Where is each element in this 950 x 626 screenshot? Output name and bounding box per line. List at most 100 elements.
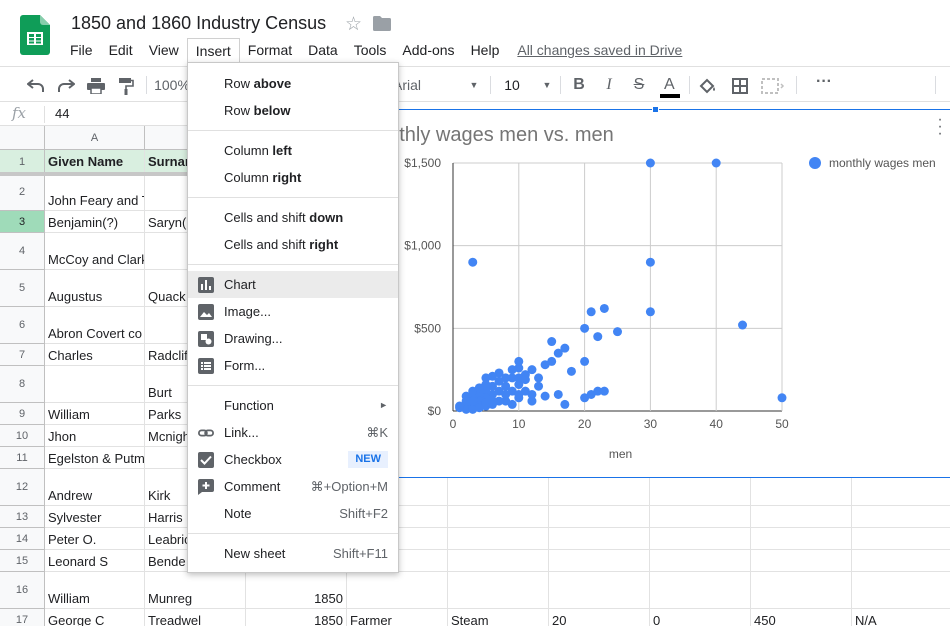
- merge-cells-icon[interactable]: [759, 67, 787, 103]
- insert-column-left[interactable]: Column left: [188, 137, 398, 164]
- cell-c17[interactable]: 1850: [246, 609, 347, 626]
- redo-icon[interactable]: [54, 67, 78, 103]
- cell-a16[interactable]: William: [45, 572, 145, 608]
- row-header-6[interactable]: 6: [0, 307, 45, 344]
- cell-e12[interactable]: [448, 469, 549, 505]
- cell-h16[interactable]: [751, 572, 852, 608]
- row-header-16[interactable]: 16: [0, 572, 45, 609]
- row-header-5[interactable]: 5: [0, 270, 45, 307]
- insert-cells-shift-right[interactable]: Cells and shift right: [188, 231, 398, 258]
- cell-d12[interactable]: [347, 469, 448, 505]
- zoom-select[interactable]: 100%: [154, 77, 190, 93]
- row-header-13[interactable]: 13: [0, 506, 45, 528]
- bold-icon[interactable]: B: [573, 76, 585, 93]
- cell-h15[interactable]: [751, 550, 852, 571]
- insert-note[interactable]: Note Shift+F2: [188, 500, 398, 527]
- insert-row-below[interactable]: Row below: [188, 97, 398, 124]
- folder-icon[interactable]: [373, 16, 391, 31]
- document-title[interactable]: 1850 and 1860 Industry Census: [71, 13, 327, 33]
- print-icon[interactable]: [84, 67, 108, 103]
- cell-g17[interactable]: 0: [650, 609, 751, 626]
- select-all-corner[interactable]: [0, 126, 45, 150]
- cell-a2[interactable]: John Feary and Thomas: [45, 174, 145, 210]
- menu-edit[interactable]: Edit: [108, 42, 133, 58]
- menu-file[interactable]: File: [70, 42, 93, 58]
- row-header-2[interactable]: 2: [0, 174, 45, 211]
- paint-format-icon[interactable]: [114, 67, 138, 103]
- font-select[interactable]: Arial: [393, 77, 422, 93]
- menu-insert[interactable]: Insert: [186, 38, 240, 64]
- menu-data[interactable]: Data: [308, 42, 338, 58]
- row-header-12[interactable]: 12: [0, 469, 45, 506]
- cell-f13[interactable]: [549, 506, 650, 527]
- cell-d14[interactable]: [347, 528, 448, 549]
- insert-comment[interactable]: Comment ⌘+Option+M: [188, 473, 398, 500]
- insert-form[interactable]: Form...: [188, 352, 398, 379]
- insert-checkbox[interactable]: Checkbox NEW: [188, 446, 398, 473]
- cell-a8[interactable]: [45, 366, 145, 402]
- undo-icon[interactable]: [24, 67, 48, 103]
- chart-more-icon[interactable]: · · ·: [937, 111, 943, 142]
- cell-b16[interactable]: Munreg: [145, 572, 246, 608]
- cell-g13[interactable]: [650, 506, 751, 527]
- insert-column-right[interactable]: Column right: [188, 164, 398, 191]
- insert-cells-shift-down[interactable]: Cells and shift down: [188, 204, 398, 231]
- fill-color-icon[interactable]: [697, 67, 719, 103]
- cell-a14[interactable]: Peter O.: [45, 528, 145, 549]
- row-header-14[interactable]: 14: [0, 528, 45, 550]
- menu-format[interactable]: Format: [247, 42, 293, 58]
- menu-view[interactable]: View: [148, 42, 179, 58]
- cell-f12[interactable]: [549, 469, 650, 505]
- row-header-10[interactable]: 10: [0, 425, 45, 447]
- insert-link[interactable]: Link... ⌘K: [188, 419, 398, 446]
- cell-d13[interactable]: [347, 506, 448, 527]
- menu-addons[interactable]: Add-ons: [402, 42, 455, 58]
- cell-a7[interactable]: Charles: [45, 344, 145, 365]
- cell-a3[interactable]: Benjamin(?): [45, 211, 145, 232]
- cell-a10[interactable]: Jhon: [45, 425, 145, 446]
- strikethrough-icon[interactable]: S: [633, 76, 645, 93]
- row-header-3[interactable]: 3: [0, 211, 45, 233]
- column-header-a[interactable]: A: [45, 126, 145, 150]
- cell-i16[interactable]: [852, 572, 950, 608]
- menu-tools[interactable]: Tools: [353, 42, 387, 58]
- borders-icon[interactable]: [729, 67, 751, 103]
- cell-a4[interactable]: McCoy and Clark: [45, 233, 145, 269]
- text-color-icon[interactable]: A: [659, 67, 681, 103]
- cell-e15[interactable]: [448, 550, 549, 571]
- font-dropdown-icon[interactable]: ▼: [469, 80, 479, 90]
- cell-a9[interactable]: William: [45, 403, 145, 424]
- cell-a15[interactable]: Leonard S: [45, 550, 145, 571]
- insert-row-above[interactable]: Row above: [188, 70, 398, 97]
- cell-e16[interactable]: [448, 572, 549, 608]
- cell-a17[interactable]: George C: [45, 609, 145, 626]
- more-options-icon[interactable]: ···: [816, 73, 832, 90]
- chart-resize-handle[interactable]: [652, 106, 659, 113]
- italic-icon[interactable]: I: [606, 76, 612, 93]
- row-header-7[interactable]: 7: [0, 344, 45, 366]
- cell-a13[interactable]: Sylvester: [45, 506, 145, 527]
- cell-e14[interactable]: [448, 528, 549, 549]
- insert-chart[interactable]: Chart: [188, 271, 398, 298]
- cell-a12[interactable]: Andrew: [45, 469, 145, 505]
- header-cell-a[interactable]: Given Name: [45, 150, 145, 173]
- star-icon[interactable]: ☆: [345, 14, 363, 35]
- cell-a6[interactable]: Abron Covert co: [45, 307, 145, 343]
- cell-d15[interactable]: [347, 550, 448, 571]
- cell-a11[interactable]: Egelston & Putmar: [45, 447, 145, 468]
- row-header-8[interactable]: 8: [0, 366, 45, 403]
- font-size-dropdown-icon[interactable]: ▼: [542, 80, 552, 90]
- menu-help[interactable]: Help: [470, 42, 500, 58]
- row-header-1[interactable]: 1: [0, 150, 45, 174]
- cell-f17[interactable]: 20: [549, 609, 650, 626]
- insert-function[interactable]: Function ►: [188, 392, 398, 419]
- cell-a5[interactable]: Augustus: [45, 270, 145, 306]
- cell-g15[interactable]: [650, 550, 751, 571]
- cell-e13[interactable]: [448, 506, 549, 527]
- insert-new-sheet[interactable]: New sheet Shift+F11: [188, 540, 398, 567]
- cell-g16[interactable]: [650, 572, 751, 608]
- cell-f14[interactable]: [549, 528, 650, 549]
- row-header-4[interactable]: 4: [0, 233, 45, 270]
- row-header-15[interactable]: 15: [0, 550, 45, 572]
- cell-h17[interactable]: 450: [751, 609, 852, 626]
